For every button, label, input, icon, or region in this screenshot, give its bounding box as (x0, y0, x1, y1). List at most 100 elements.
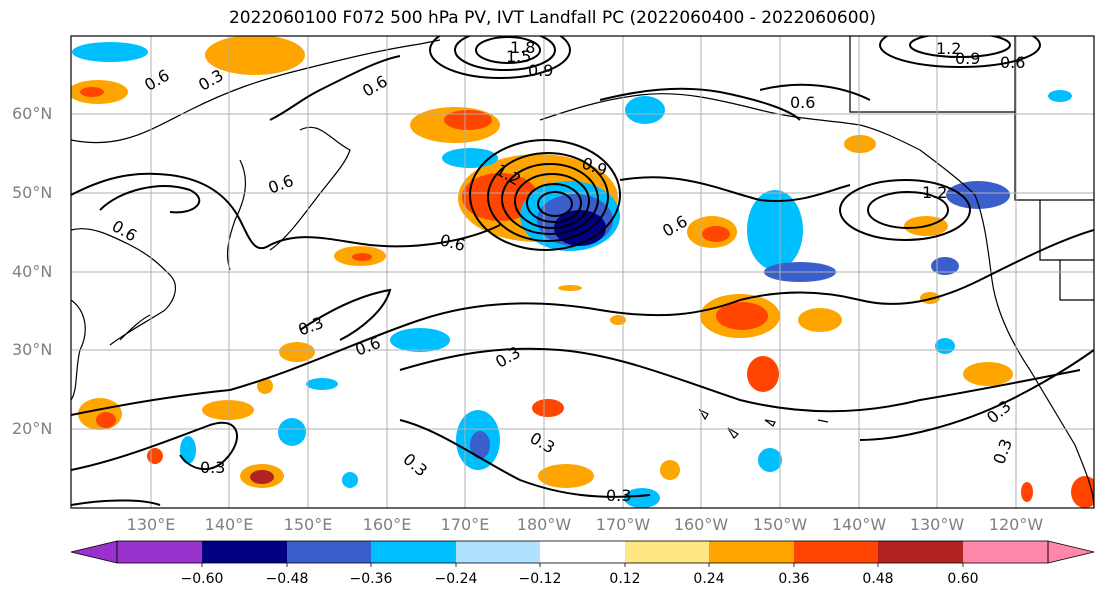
anomaly-patch (747, 356, 779, 392)
pv-anomaly-fill (71, 36, 1094, 508)
anomaly-patch (80, 87, 104, 97)
colorbar-tick-label: −0.48 (265, 571, 309, 587)
colorbar-segment (625, 541, 709, 563)
anomaly-patch (558, 285, 582, 291)
anomaly-patch (935, 338, 955, 354)
map-frame (70, 35, 1095, 509)
anomaly-patch (538, 464, 594, 488)
colorbar-segment (117, 541, 202, 563)
contour-label: 1.8 (510, 38, 535, 57)
anomaly-patch (758, 448, 782, 472)
colorbar-segment (456, 541, 540, 563)
anomaly-patch (444, 110, 492, 130)
anomaly-patch (96, 412, 116, 428)
contour-label: 0.9 (528, 61, 553, 80)
contour-label: 1.2 (922, 183, 947, 202)
anomaly-patch (1048, 90, 1072, 102)
contour-label: 0.3 (399, 449, 431, 480)
colorbar-tick-label: 0.12 (609, 571, 641, 587)
anomaly-patch (610, 315, 626, 325)
lon-label: 180°W (516, 515, 572, 534)
contour-label: 0.3 (200, 458, 225, 477)
contour-label: 1.5 (506, 47, 531, 66)
colorbar-segment (371, 541, 456, 563)
contour-label: 0.6 (353, 333, 383, 360)
colorbar-segment (794, 541, 878, 563)
lon-label: 170°W (595, 515, 651, 534)
lat-label: 40°N (12, 262, 53, 281)
contour-label: 0.3 (527, 428, 559, 457)
anomaly-patch (625, 96, 665, 124)
lon-label: 160°W (673, 515, 729, 534)
contour-label: 0.6 (790, 93, 815, 112)
contour-label: 0.3 (492, 342, 524, 371)
anomaly-patch (946, 181, 1010, 209)
anomaly-patch (250, 470, 274, 484)
colorbar-tick-label: 0.48 (862, 571, 894, 587)
anomaly-patch (462, 173, 538, 221)
anomaly-patch (390, 328, 450, 352)
contour-label: 0.6 (438, 230, 468, 255)
anomaly-patch (470, 431, 490, 459)
anomaly-patch (747, 190, 803, 270)
lon-label: 150°E (283, 515, 333, 534)
anomaly-patch (660, 460, 680, 480)
anomaly-patch (205, 36, 305, 75)
anomaly-patch (716, 302, 768, 330)
colorbar-tick-label: −0.36 (349, 571, 393, 587)
anomaly-patch (306, 378, 338, 390)
colorbar-tick-label: −0.60 (180, 571, 224, 587)
lat-label: 50°N (12, 183, 53, 202)
contour-label: 0.6 (359, 71, 391, 100)
anomaly-patch (963, 362, 1013, 386)
contour-label: 0.9 (955, 49, 980, 68)
contour-label: 0.6 (141, 65, 173, 94)
lat-label: 20°N (12, 419, 53, 438)
anomaly-patch (798, 308, 842, 332)
anomaly-patch (202, 400, 254, 420)
contour-label: 0.6 (109, 216, 141, 245)
anomaly-patch (278, 418, 306, 446)
lon-label: 130°E (126, 515, 176, 534)
anomaly-patch (532, 399, 564, 417)
lon-label: 120°W (988, 515, 1044, 534)
lon-label: 150°W (752, 515, 808, 534)
colorbar-tick-label: 0.36 (778, 571, 810, 587)
lon-label: 170°E (440, 515, 490, 534)
contour-label: 0.3 (606, 486, 631, 505)
anomaly-patch (1071, 476, 1094, 508)
anomaly-patch (702, 226, 730, 242)
anomaly-patch (72, 42, 148, 62)
colorbar-tick-label: 0.24 (693, 571, 725, 587)
lon-label: 160°E (362, 515, 412, 534)
colorbar-min-extension (70, 540, 118, 564)
anomaly-patch (257, 378, 273, 394)
anomaly-patch (624, 488, 660, 508)
colorbar-segment (878, 541, 963, 563)
lon-label: 140°W (831, 515, 887, 534)
contour-label: 1.2 (936, 39, 961, 58)
contour-label: 0.6 (659, 211, 691, 240)
colorbar-segment (709, 541, 794, 563)
anomaly-patch (342, 472, 358, 488)
anomaly-patch (1021, 482, 1033, 502)
lat-label: 30°N (12, 340, 53, 359)
colorbar-tick-label: −0.24 (434, 571, 478, 587)
anomaly-patch (147, 448, 163, 464)
colorbar (70, 540, 1095, 567)
anomaly-patch (931, 257, 959, 275)
pv-contours (71, 36, 1094, 506)
anomaly-patch (844, 135, 876, 153)
lon-label: 130°W (909, 515, 965, 534)
colorbar-tick-label: 0.60 (947, 571, 979, 587)
anomaly-patch (180, 436, 196, 464)
colorbar-segment (287, 541, 371, 563)
colorbar-segment (202, 541, 287, 563)
lat-label: 60°N (12, 104, 53, 123)
colorbar-segment (963, 541, 1048, 563)
anomaly-patch (279, 342, 315, 362)
colorbar-segment (540, 541, 625, 563)
contour-label: 0.6 (1000, 53, 1025, 72)
colorbar-max-extension (1047, 540, 1095, 564)
